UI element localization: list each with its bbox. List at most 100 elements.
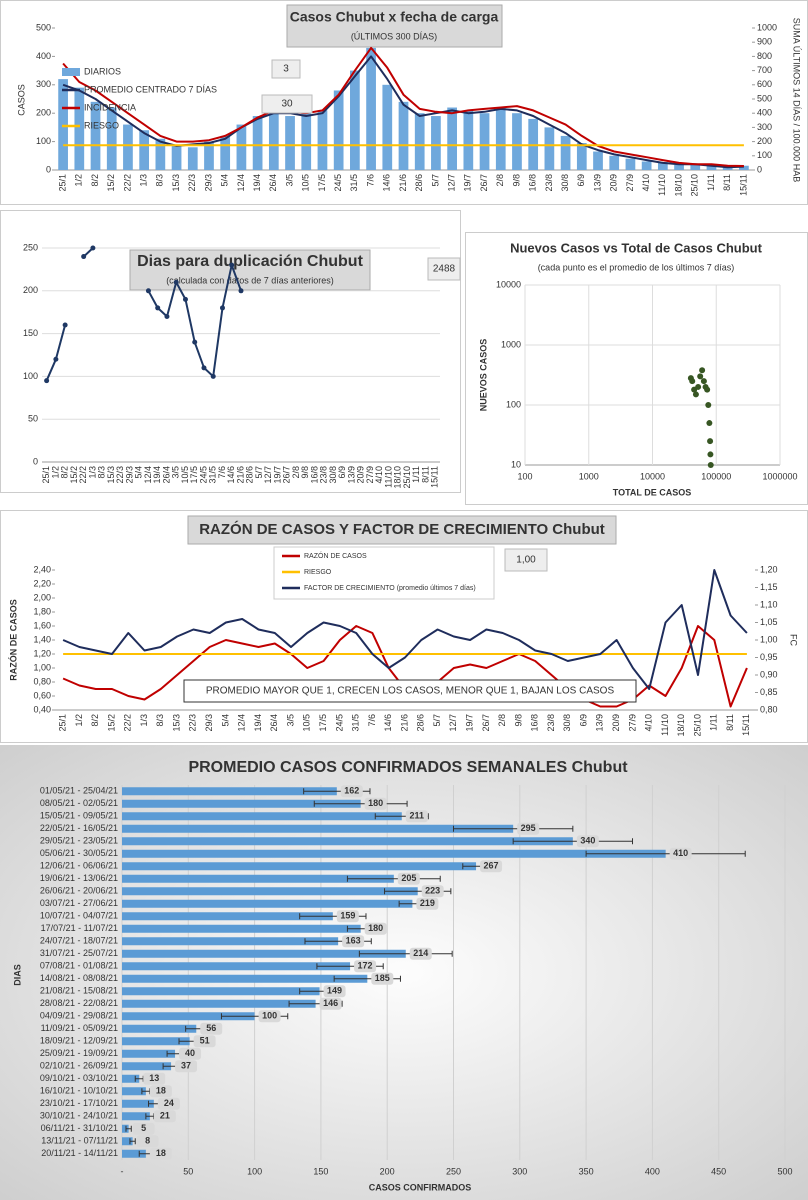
x-tick-label: 28/6 [414, 174, 424, 192]
x-tick-label: 8/3 [97, 466, 107, 479]
value-label-box [149, 1147, 172, 1160]
x-tick-label: 20/9 [609, 174, 619, 192]
title-box [286, 4, 503, 48]
x-axis-title: CASOS CONFIRMADOS [369, 1182, 472, 1192]
bar [641, 161, 652, 170]
x-tick-label: 150 [313, 1166, 328, 1176]
value-label-box [149, 1085, 172, 1098]
y2-tick-label: 200 [757, 136, 772, 146]
bar [74, 87, 85, 170]
point [707, 462, 714, 468]
value-label-box [342, 935, 365, 948]
bar [479, 113, 490, 170]
bar [366, 47, 376, 170]
legend-label: FACTOR DE CRECIMIENTO (promedio últimos … [304, 585, 476, 592]
y-tick-label: 04/09/21 - 29/08/21 [40, 1011, 118, 1021]
x-tick-label: 12/4 [237, 714, 247, 732]
marker [44, 378, 50, 384]
x-tick-label: 21/6 [399, 714, 409, 732]
annotation: 3 [283, 64, 289, 75]
x-tick-label: 25/1 [57, 174, 67, 192]
x-tick-label: 4/10 [644, 714, 654, 732]
x-tick-label: 10/5 [302, 714, 312, 732]
y-tick-label: 250 [23, 242, 38, 252]
bar [398, 101, 409, 170]
x-tick-label: 9/8 [511, 174, 521, 187]
y-tick-label: 100 [23, 371, 38, 381]
x-tick-label: 5/7 [432, 714, 442, 727]
x-tick-label: 22/3 [187, 174, 197, 192]
y2-tick-label: 0,90 [760, 669, 778, 679]
bar [139, 130, 150, 170]
y2-axis-title: FC [789, 634, 799, 646]
marker [90, 245, 96, 251]
panel [465, 232, 808, 505]
y-tick-label: 09/10/21 - 03/10/21 [40, 1073, 118, 1083]
x-tick-label: 22/2 [78, 466, 88, 484]
x-tick-label: 14/6 [226, 466, 236, 484]
x-tick-label: 1000 [579, 471, 599, 481]
y2-tick-label: 400 [757, 108, 772, 118]
bar [122, 799, 361, 808]
x-tick-label: 8/2 [90, 174, 100, 187]
x-tick-label: 19/7 [272, 466, 282, 484]
marker [210, 373, 216, 379]
y2-tick-label: 1,00 [760, 634, 778, 644]
bar [690, 163, 701, 170]
x-tick-label: 23/8 [544, 174, 554, 192]
bar [122, 924, 361, 933]
value-label: 40 [185, 1048, 195, 1058]
x-tick-label: 4/10 [374, 466, 384, 484]
x-tick-label: 28/6 [416, 714, 426, 732]
value-label: 180 [368, 798, 383, 808]
x-tick-label: 26/4 [268, 174, 278, 192]
y2-tick-label: 700 [757, 65, 772, 75]
x-tick-label: 15/3 [171, 714, 181, 732]
bar [739, 165, 749, 170]
value-label: 267 [484, 861, 499, 871]
x-tick-label: 21/6 [398, 174, 408, 192]
x-tick-label: 18/10 [676, 714, 686, 737]
bar [576, 143, 587, 170]
x-tick-label: 10/5 [180, 466, 190, 484]
point [705, 402, 712, 408]
value-label-box [193, 1035, 216, 1048]
legend-label: DIARIOS [84, 66, 121, 76]
y-tick-label: 02/10/21 - 26/09/21 [40, 1061, 118, 1071]
y-tick-label: 50 [28, 414, 38, 424]
bar [414, 113, 425, 170]
y-tick-label: 1000 [501, 339, 521, 349]
bar [122, 1087, 146, 1096]
x-tick-label: 15/2 [106, 174, 116, 192]
x-tick-label: 8/11 [722, 174, 732, 191]
x-tick-label: 26/4 [269, 714, 279, 732]
x-tick-label: 7/6 [367, 714, 377, 727]
x-tick-label: 250 [446, 1166, 461, 1176]
y-tick-label: 150 [23, 328, 38, 338]
x-tick-label: 30/8 [328, 466, 338, 484]
value-label: 24 [164, 1098, 174, 1108]
value-label: 18 [156, 1148, 166, 1158]
y-tick-label: 2,20 [33, 578, 51, 588]
y-tick-label: 0,40 [33, 704, 51, 714]
legend-label: PROMEDIO CENTRADO 7 DÍAS [84, 84, 217, 94]
marker [201, 365, 207, 371]
legend-label: RIESGO [304, 569, 332, 576]
y2-tick-label: 1,20 [760, 564, 778, 574]
x-tick-label: 1/11 [709, 714, 719, 731]
x-tick-label: 25/10 [690, 174, 700, 197]
y2-tick-label: 900 [757, 37, 772, 47]
bar [722, 166, 733, 170]
bar [204, 141, 214, 170]
value-label-box [143, 1072, 166, 1085]
y-tick-label: 16/10/21 - 10/10/21 [40, 1086, 118, 1096]
x-tick-label: 24/5 [334, 714, 344, 732]
marker [145, 288, 151, 294]
value-label: 172 [358, 961, 373, 971]
x-tick-label: 26/7 [479, 174, 489, 192]
value-label: 149 [327, 986, 342, 996]
error-bar [145, 1113, 155, 1120]
point [706, 420, 713, 427]
x-tick-label: 3/5 [285, 714, 295, 727]
bar [285, 116, 295, 170]
